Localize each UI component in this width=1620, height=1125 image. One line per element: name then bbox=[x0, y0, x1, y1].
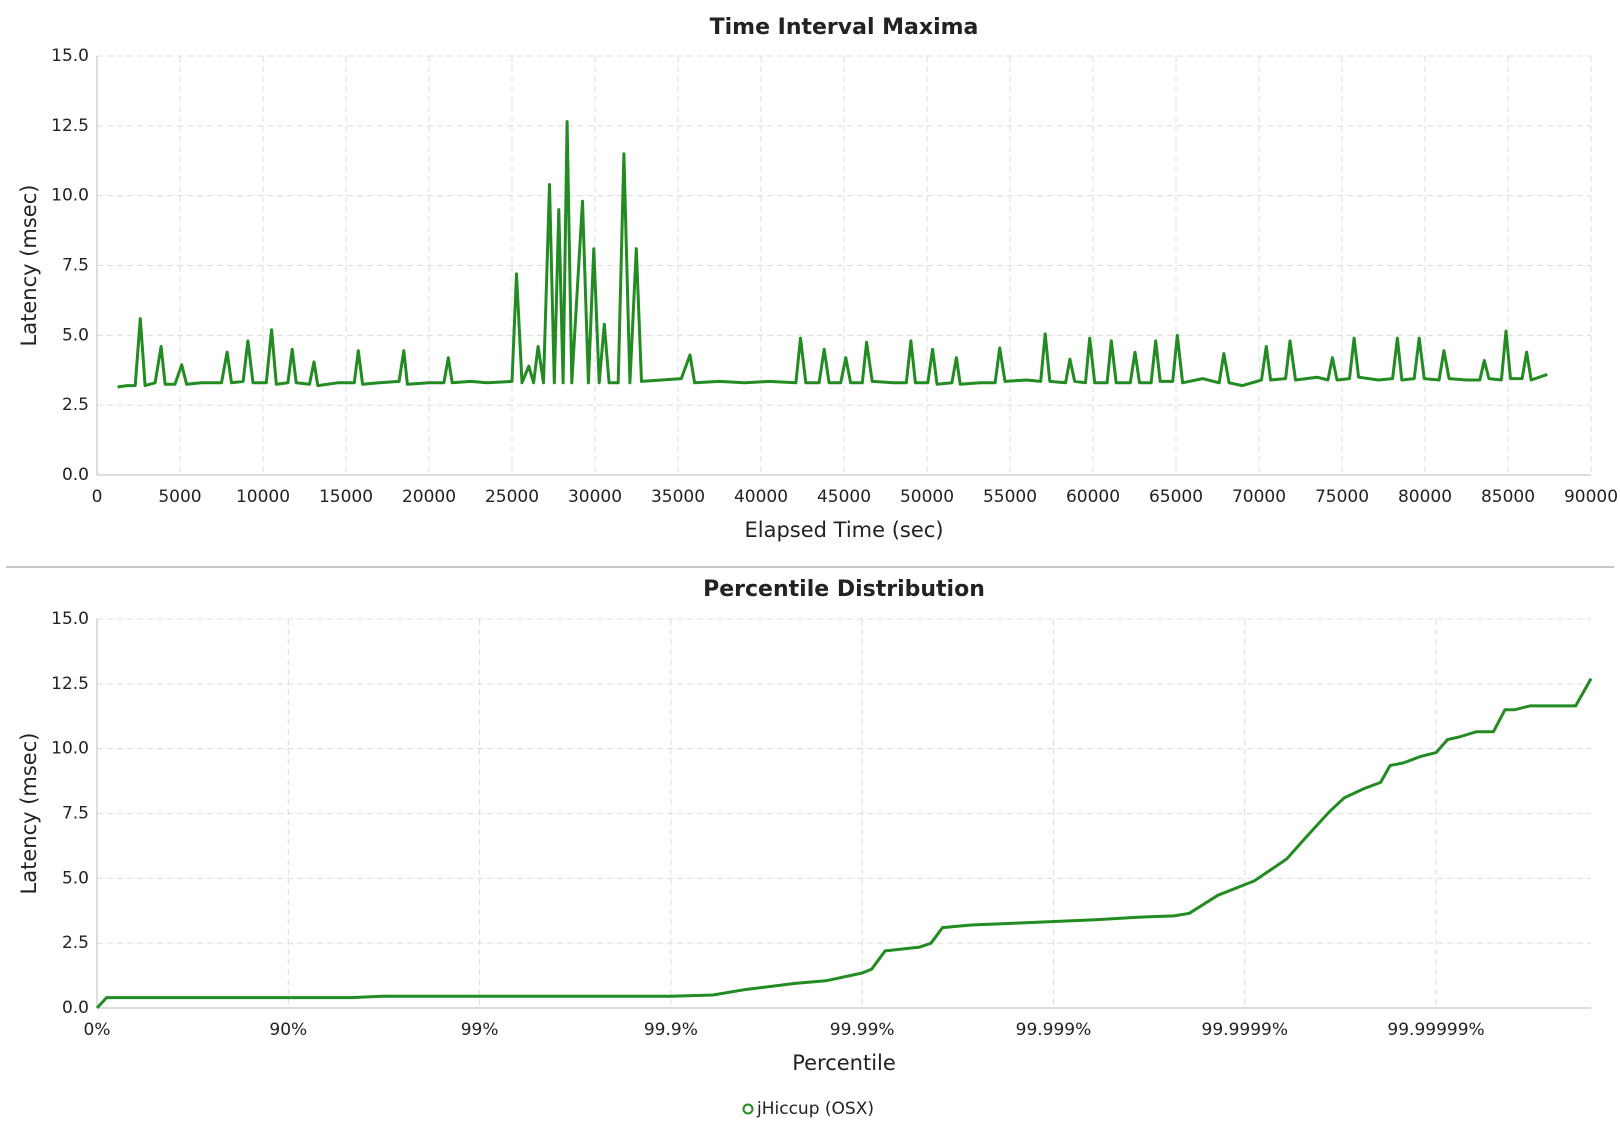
x-tick-label: 20000 bbox=[402, 487, 456, 507]
x-tick-label: 80000 bbox=[1398, 487, 1452, 507]
y-tick-label: 0.0 bbox=[62, 465, 89, 485]
x-tick-label: 99.9% bbox=[644, 1020, 698, 1040]
x-tick-label: 45000 bbox=[817, 487, 871, 507]
y-axis-label: Latency (msec) bbox=[17, 185, 41, 347]
x-tick-label: 60000 bbox=[1066, 487, 1120, 507]
x-tick-label: 30000 bbox=[568, 487, 622, 507]
legend-marker bbox=[742, 1103, 754, 1115]
y-tick-label: 15.0 bbox=[51, 609, 89, 629]
y-tick-label: 2.5 bbox=[62, 395, 89, 415]
x-tick-label: 99.9999% bbox=[1202, 1020, 1288, 1040]
chart-title: Percentile Distribution bbox=[703, 577, 985, 602]
y-tick-label: 12.5 bbox=[51, 116, 89, 136]
x-tick-label: 10000 bbox=[236, 487, 290, 507]
x-tick-label: 85000 bbox=[1481, 487, 1535, 507]
y-tick-label: 2.5 bbox=[62, 933, 89, 953]
x-tick-label: 50000 bbox=[900, 487, 954, 507]
chart-title: Time Interval Maxima bbox=[710, 15, 979, 40]
x-tick-label: 0 bbox=[92, 487, 103, 507]
line-series bbox=[95, 677, 1593, 1010]
y-tick-label: 10.0 bbox=[51, 739, 89, 759]
y-tick-label: 5.0 bbox=[62, 325, 89, 345]
y-tick-label: 10.0 bbox=[51, 186, 89, 206]
y-tick-label: 12.5 bbox=[51, 674, 89, 694]
x-tick-label: 75000 bbox=[1315, 487, 1369, 507]
x-tick-label: 99.99999% bbox=[1387, 1020, 1484, 1040]
x-tick-label: 5000 bbox=[158, 487, 201, 507]
x-tick-label: 35000 bbox=[651, 487, 705, 507]
x-tick-label: 70000 bbox=[1232, 487, 1286, 507]
y-tick-label: 15.0 bbox=[51, 46, 89, 66]
legend-label: jHiccup (OSX) bbox=[756, 1099, 874, 1119]
x-tick-label: 55000 bbox=[983, 487, 1037, 507]
y-axis-label: Latency (msec) bbox=[17, 733, 41, 895]
x-tick-label: 65000 bbox=[1149, 487, 1203, 507]
x-tick-label: 40000 bbox=[734, 487, 788, 507]
x-axis-label: Percentile bbox=[792, 1051, 896, 1075]
x-tick-label: 15000 bbox=[319, 487, 373, 507]
y-tick-label: 5.0 bbox=[62, 868, 89, 888]
x-axis-label: Elapsed Time (sec) bbox=[744, 518, 943, 542]
line-series bbox=[117, 120, 1548, 389]
x-tick-label: 90000 bbox=[1564, 487, 1618, 507]
x-tick-label: 90% bbox=[269, 1020, 307, 1040]
x-tick-label: 99.999% bbox=[1016, 1020, 1092, 1040]
x-tick-label: 25000 bbox=[485, 487, 539, 507]
x-tick-label: 0% bbox=[84, 1020, 111, 1040]
y-tick-label: 7.5 bbox=[62, 804, 89, 824]
x-tick-label: 99.99% bbox=[830, 1020, 895, 1040]
x-tick-label: 99% bbox=[461, 1020, 499, 1040]
y-tick-label: 7.5 bbox=[62, 256, 89, 276]
y-tick-label: 0.0 bbox=[62, 998, 89, 1018]
